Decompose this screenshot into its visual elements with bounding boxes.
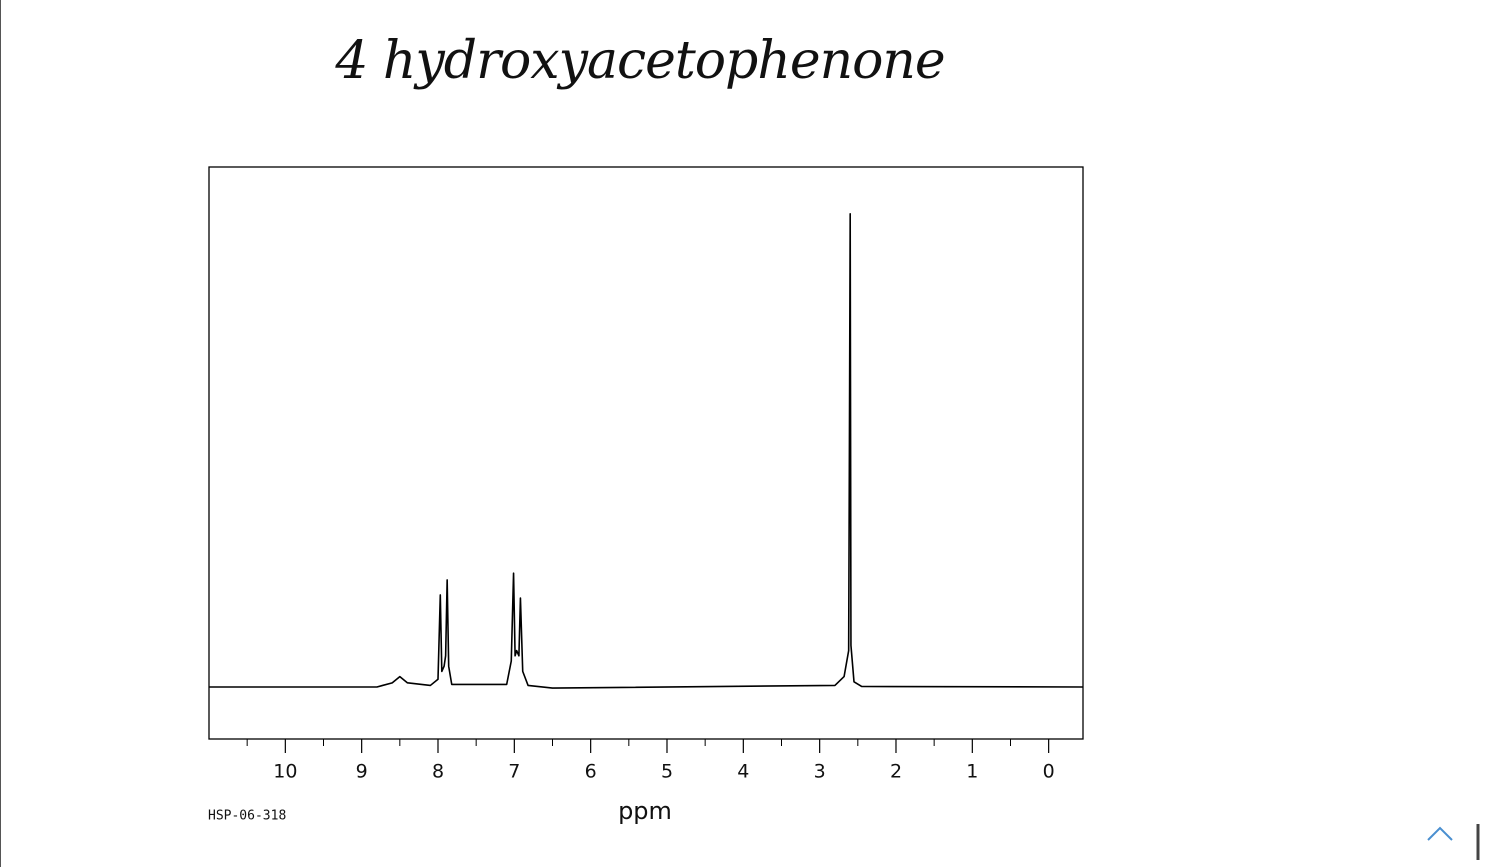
x-tick-label: 2: [890, 761, 902, 783]
plot-frame: [208, 166, 1084, 740]
x-tick-label: 0: [1043, 761, 1055, 783]
scroll-top-button[interactable]: [1427, 826, 1453, 841]
x-axis-label: ppm: [618, 797, 672, 825]
x-tick-label: 5: [661, 761, 673, 783]
x-tick-label: 10: [273, 761, 297, 783]
plot-area: [209, 213, 1084, 689]
x-tick-label: 7: [508, 761, 520, 783]
x-tick-label: 6: [585, 761, 597, 783]
spectrum-code: HSP-06-318: [208, 809, 286, 824]
spectrum-line: [209, 213, 1084, 689]
handwritten-title: 4 hydroxyacetophenone: [334, 31, 944, 91]
x-tick-label: 9: [356, 761, 368, 783]
x-tick-label: 1: [966, 761, 978, 783]
x-tick-label: 3: [814, 761, 826, 783]
x-tick-label: 8: [432, 761, 444, 783]
x-tick-label: 4: [737, 761, 749, 783]
